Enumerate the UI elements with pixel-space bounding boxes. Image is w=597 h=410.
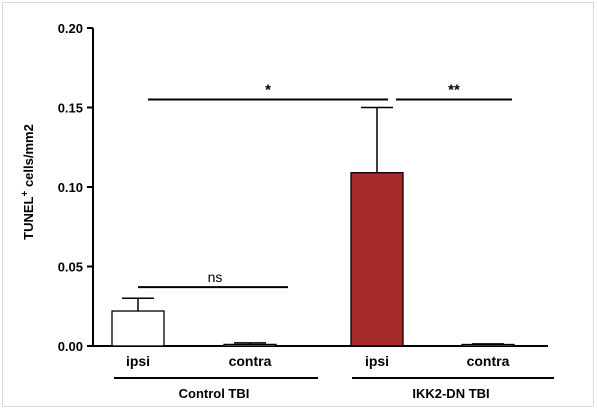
y-axis-label: TUNEL+ cells/mm2 bbox=[20, 124, 36, 240]
bar bbox=[111, 310, 165, 347]
bar bbox=[350, 172, 404, 347]
error-bars bbox=[122, 106, 504, 346]
y-tick-label: 0.00 bbox=[58, 339, 83, 354]
significance-annotations: ns* ** bbox=[138, 82, 512, 289]
group-label: IKK2-DN TBI bbox=[412, 386, 489, 401]
significance-label: ns bbox=[208, 269, 223, 285]
y-ticks: 0.00 0.05 0.10 0.15 0.20 bbox=[58, 21, 93, 354]
x-category-labels: ipsi contra ipsi contra bbox=[126, 353, 510, 369]
significance-label: * bbox=[265, 82, 271, 99]
axes bbox=[92, 28, 548, 347]
significance-label: ** bbox=[448, 82, 460, 99]
x-category-label: ipsi bbox=[126, 353, 150, 369]
x-category-label: contra bbox=[229, 353, 272, 369]
y-tick-label: 0.05 bbox=[58, 260, 83, 275]
y-tick-label: 0.10 bbox=[58, 180, 83, 195]
bar bbox=[223, 343, 277, 347]
x-category-label: ipsi bbox=[365, 353, 389, 369]
bars bbox=[111, 172, 515, 347]
group-labels: Control TBI IKK2-DN TBI bbox=[114, 377, 554, 401]
x-category-label: contra bbox=[467, 353, 510, 369]
group-label: Control TBI bbox=[179, 386, 250, 401]
y-tick-label: 0.20 bbox=[58, 21, 83, 36]
y-tick-label: 0.15 bbox=[58, 101, 83, 116]
chart-frame bbox=[2, 2, 594, 407]
